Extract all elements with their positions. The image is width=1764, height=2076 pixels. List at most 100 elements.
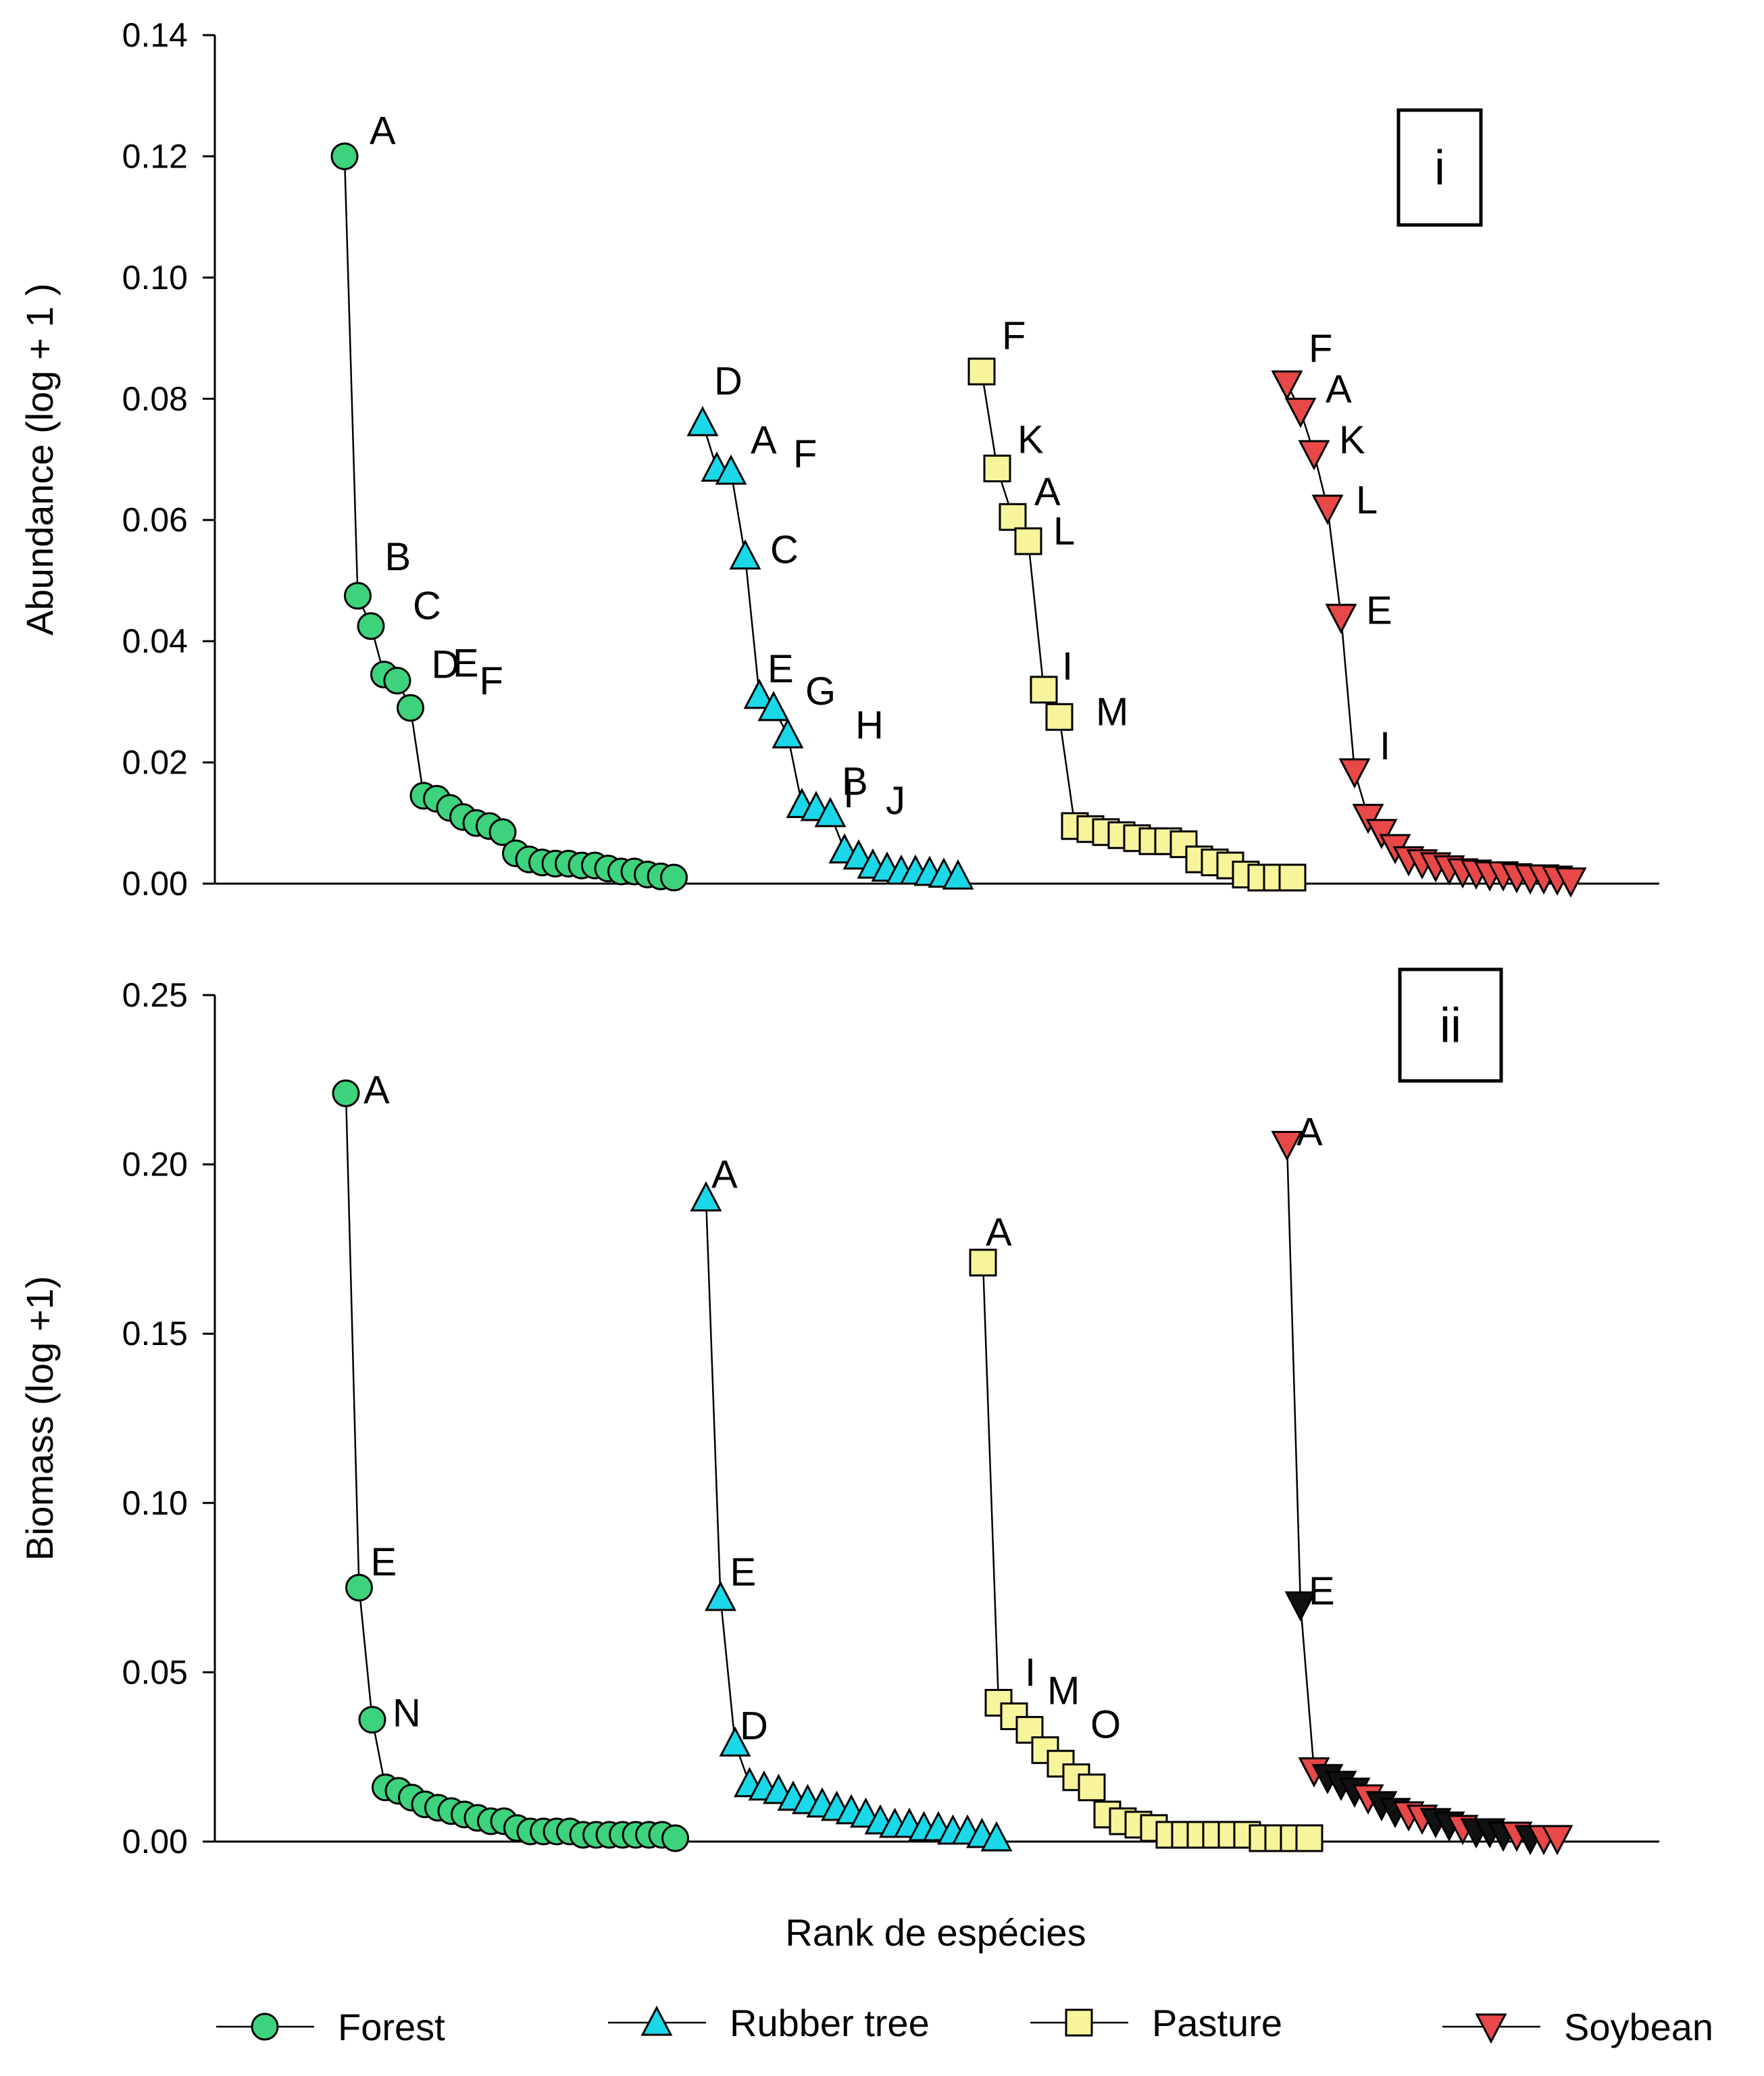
point-label: E — [453, 641, 479, 685]
data-point — [719, 1726, 751, 1757]
data-point — [1284, 1591, 1317, 1622]
legend-marker — [640, 2005, 673, 2036]
point-label: A — [1296, 1111, 1323, 1155]
data-point — [1284, 397, 1317, 428]
panel-label-box — [1398, 967, 1503, 1083]
point-label: C — [770, 528, 799, 572]
data-point — [705, 1580, 736, 1611]
data-point — [842, 839, 875, 870]
data-point — [358, 1706, 386, 1734]
point-label: M — [1047, 1669, 1080, 1713]
data-point — [980, 1821, 1013, 1852]
data-point — [729, 539, 761, 570]
point-label: E — [1366, 588, 1392, 632]
data-point — [344, 582, 372, 610]
point-label: C — [413, 584, 441, 628]
point-label: B — [842, 759, 868, 803]
series-rubber-tree: A E D — [690, 1153, 1013, 1852]
point-label: L — [1356, 478, 1378, 522]
data-point — [969, 1248, 997, 1277]
point-label: K — [1017, 417, 1044, 461]
y-tick-label: 0.25 — [122, 976, 188, 1014]
data-point — [345, 1573, 373, 1602]
point-label: B — [385, 535, 411, 579]
point-label: E — [730, 1550, 757, 1594]
legend-label: Soybean — [1564, 2006, 1713, 2048]
point-label: F — [480, 659, 503, 703]
point-label: E — [1309, 1569, 1335, 1613]
data-point — [330, 142, 359, 170]
point-label: M — [1096, 690, 1128, 734]
data-point — [332, 1079, 360, 1107]
data-point — [661, 1824, 689, 1852]
data-point — [1169, 830, 1198, 859]
data-point — [1278, 863, 1307, 892]
point-label: O — [1090, 1703, 1121, 1747]
x-axis-title: Rank de espécies — [785, 1911, 1086, 1954]
panel-label-box — [1396, 108, 1483, 227]
data-point — [1030, 676, 1058, 704]
point-label: G — [805, 669, 836, 713]
y-tick-label: 0.08 — [122, 380, 188, 417]
point-label: F — [1002, 314, 1026, 358]
data-point — [686, 405, 719, 436]
y-axis-title: Abundance (log + 1 ) — [18, 283, 61, 635]
data-point — [1365, 819, 1398, 849]
y-tick-label: 0.10 — [122, 1484, 188, 1522]
data-point — [967, 357, 996, 386]
legend-marker — [1475, 2013, 1507, 2044]
series-line — [343, 156, 674, 879]
point-label: A — [363, 1068, 390, 1112]
data-point — [983, 454, 1011, 482]
point-label: F — [1309, 327, 1332, 371]
legend-item-soybean: Soybean — [1442, 2006, 1713, 2048]
point-label: A — [1034, 470, 1061, 514]
y-tick-label: 0.10 — [122, 259, 188, 297]
point-label: I — [843, 772, 854, 816]
series-line — [1286, 383, 1571, 882]
point-label: D — [740, 1704, 768, 1748]
data-point — [1271, 370, 1303, 401]
panel-ii-biomass: 0.00 0.05 0.10 0.15 0.20 0.25 Biomass (log +1)… — [18, 967, 1659, 1860]
legend: Forest Rubber tree Pasture Soybean — [216, 2002, 1713, 2048]
point-label: J — [886, 779, 905, 823]
point-label: E — [767, 647, 794, 691]
point-label: A — [711, 1153, 738, 1197]
point-label: I — [1062, 644, 1073, 688]
data-point — [772, 717, 804, 749]
panel-i-abundance: 0.00 0.02 0.04 0.06 0.08 0.10 0.12 0.14 Abundanc… — [18, 16, 1659, 903]
data-point — [1338, 758, 1371, 789]
legend-label: Forest — [338, 2006, 445, 2048]
panel-label: i — [1434, 141, 1445, 195]
point-label: L — [1053, 509, 1075, 553]
data-point — [1325, 603, 1357, 634]
series-pasture: F KAL IM — [967, 314, 1307, 892]
panel-label: ii — [1440, 999, 1461, 1053]
data-point — [715, 454, 747, 485]
point-label: A — [1326, 368, 1352, 411]
y-tick-label: 0.00 — [122, 1823, 188, 1860]
point-label: N — [393, 1692, 421, 1736]
legend-label: Pasture — [1152, 2002, 1282, 2044]
point-label: E — [371, 1540, 397, 1584]
data-point — [1078, 1773, 1106, 1802]
data-point — [1045, 703, 1074, 731]
y-tick-label: 0.05 — [122, 1653, 188, 1691]
data-point — [1555, 867, 1587, 898]
series-pasture: A I MO — [969, 1211, 1324, 1852]
point-label: I — [1380, 724, 1390, 768]
data-point — [488, 818, 517, 846]
series-forest: A E N — [332, 1068, 689, 1852]
data-point — [1311, 495, 1344, 525]
data-point — [397, 694, 424, 722]
y-tick-label: 0.04 — [122, 622, 188, 660]
point-label: A — [986, 1211, 1012, 1255]
data-point — [1541, 1825, 1573, 1856]
y-axis-title: Biomass (log +1) — [18, 1276, 61, 1561]
data-point — [814, 796, 847, 828]
data-point — [743, 678, 776, 709]
data-point — [690, 1181, 722, 1212]
